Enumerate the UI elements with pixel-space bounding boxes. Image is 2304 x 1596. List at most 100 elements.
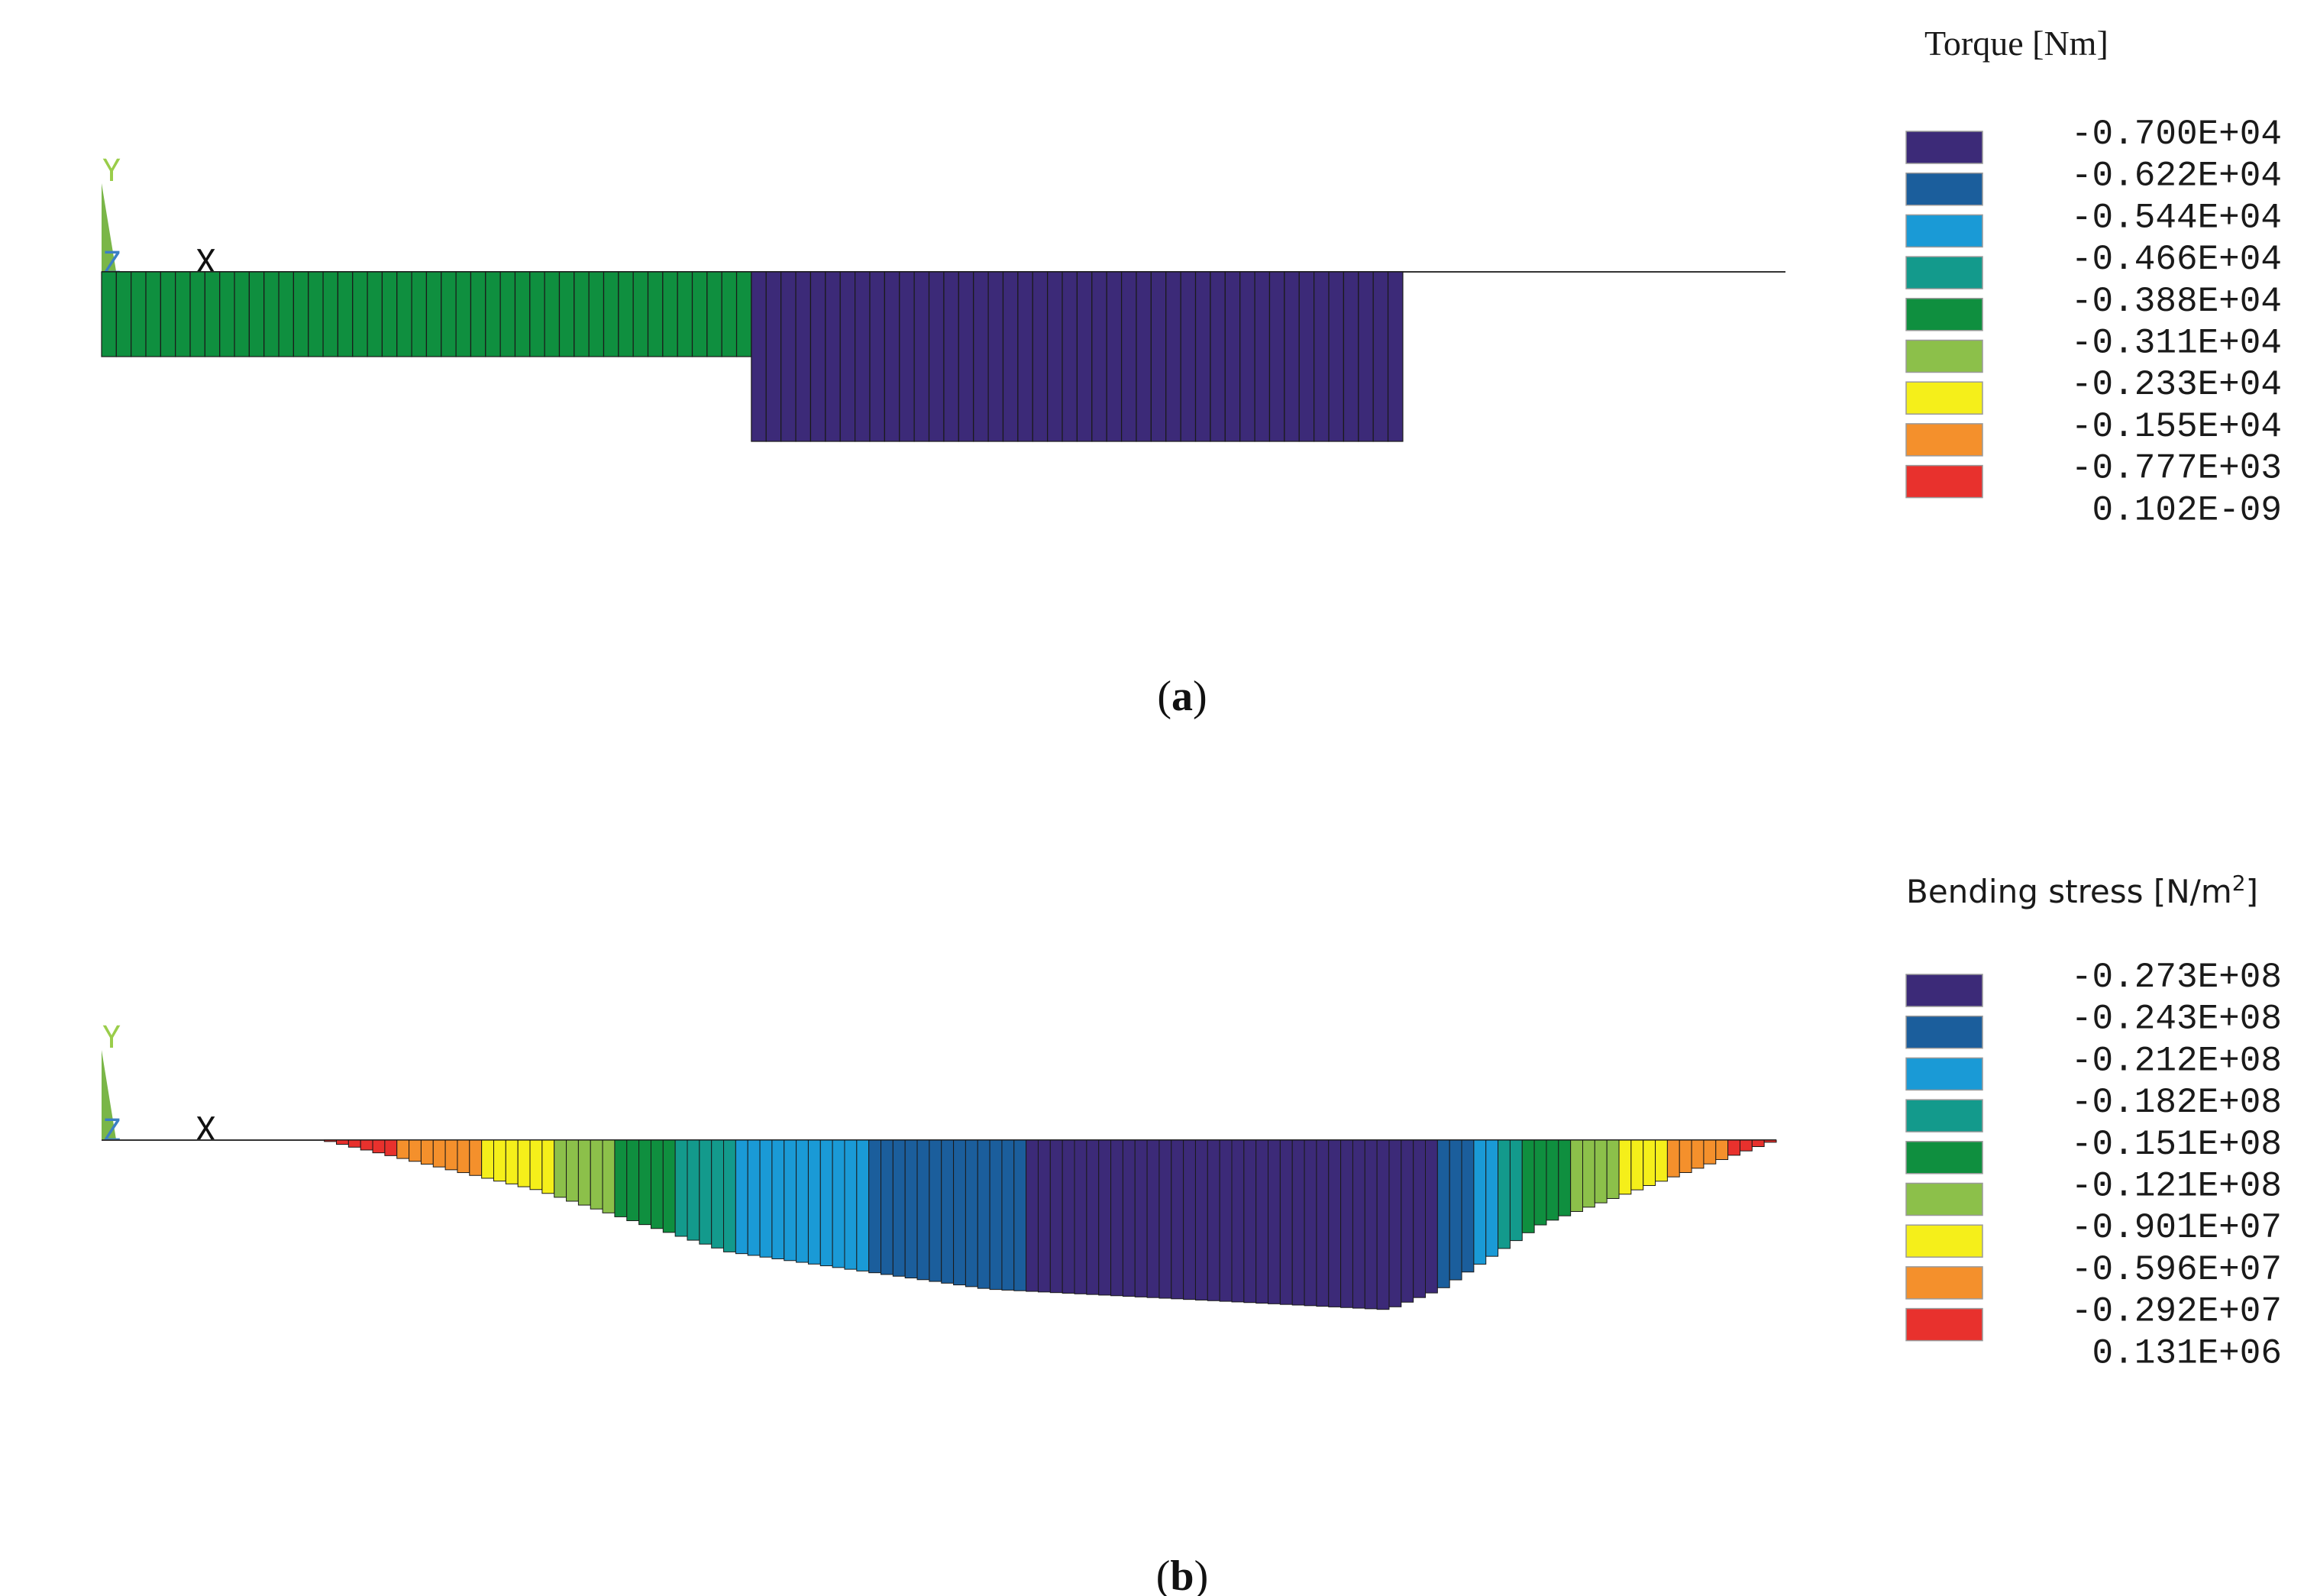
legend-b: Bending stress [N/m2] -0.273E+08-0.243E+…: [1905, 871, 2282, 1373]
legend-value: -0.544E+04: [2071, 198, 2282, 237]
torque-bar: [958, 271, 974, 442]
torque-bar: [189, 271, 205, 357]
coordinate-triad-b: Y Z X: [102, 1020, 216, 1149]
legend-swatch: [1905, 1224, 1983, 1258]
stress-bar: [856, 1139, 870, 1271]
stress-bar: [1594, 1139, 1608, 1203]
stress-bar: [1691, 1139, 1705, 1169]
legend-value: -0.292E+07: [2071, 1292, 2282, 1332]
legend-value: -0.243E+08: [2071, 1000, 2282, 1039]
torque-bar: [913, 271, 930, 442]
stress-bar: [444, 1139, 458, 1171]
torque-bar: [485, 271, 501, 357]
torque-bar: [1254, 271, 1271, 442]
y-axis-arrow-a: [102, 183, 116, 271]
stress-bar: [1194, 1139, 1208, 1300]
torque-bar: [1210, 271, 1226, 442]
coordinate-triad-a: Y Z X: [102, 153, 216, 282]
stress-bar: [614, 1139, 628, 1217]
stress-bar: [1134, 1139, 1148, 1297]
legend-swatch: [1905, 1057, 1983, 1091]
legend-swatch: [1905, 131, 1983, 164]
stress-bar: [904, 1139, 918, 1278]
stress-bar: [1509, 1139, 1523, 1242]
legend-value: 0.102E-09: [2092, 490, 2282, 530]
stress-bar: [420, 1139, 434, 1165]
stress-bar: [493, 1139, 506, 1182]
legend-swatch: [1905, 214, 1983, 248]
stress-bar: [1643, 1139, 1656, 1186]
legend-value: -0.151E+08: [2071, 1125, 2282, 1165]
stress-bar: [1606, 1139, 1620, 1199]
stress-bar: [1715, 1139, 1729, 1160]
legend-values-b: -0.273E+08-0.243E+08-0.212E+08-0.182E+08…: [2071, 958, 2282, 1373]
stress-bar: [602, 1139, 616, 1213]
stress-bar: [687, 1139, 700, 1241]
stress-bar: [844, 1139, 858, 1270]
stress-bar: [517, 1139, 531, 1187]
torque-bar: [987, 271, 1004, 442]
stress-bar: [1679, 1139, 1692, 1173]
stress-bar: [590, 1139, 603, 1210]
stress-bar: [1666, 1139, 1680, 1178]
stress-bar: [1436, 1139, 1450, 1288]
torque-bar: [544, 271, 561, 357]
stress-bar: [1291, 1139, 1305, 1306]
torque-bar: [1017, 271, 1033, 442]
stress-bar: [1727, 1139, 1740, 1156]
torque-bar: [1268, 271, 1285, 442]
stress-bar: [1328, 1139, 1342, 1307]
stress-bar: [1388, 1139, 1402, 1307]
stress-bar: [711, 1139, 725, 1249]
stress-bar: [384, 1139, 398, 1156]
torque-bar: [1165, 271, 1181, 442]
torque-bar: [1150, 271, 1167, 442]
legend-swatch: [1905, 464, 1983, 499]
torque-bar: [101, 271, 117, 357]
stress-bar: [1183, 1139, 1196, 1300]
torque-bar: [943, 271, 959, 442]
legend-value: -0.155E+04: [2071, 407, 2282, 447]
stress-bar: [1473, 1139, 1487, 1265]
stress-bar: [1171, 1139, 1184, 1300]
torque-bar: [662, 271, 678, 357]
torque-bar: [529, 271, 545, 357]
stress-bar: [626, 1139, 640, 1222]
torque-bar: [1091, 271, 1107, 442]
stress-bar: [1546, 1139, 1559, 1221]
torque-bar: [735, 271, 752, 357]
torque-bar: [795, 271, 812, 442]
stress-bar: [1074, 1139, 1087, 1294]
panel-letter-b: b: [1170, 1552, 1194, 1596]
legend-title-b-sup: 2: [2232, 871, 2246, 896]
torque-bar: [1387, 271, 1404, 442]
legend-value: -0.388E+04: [2071, 282, 2282, 321]
legend-swatch: [1905, 1099, 1983, 1132]
stress-bar: [1461, 1139, 1475, 1273]
torque-bars: [101, 271, 1404, 442]
torque-bar: [175, 271, 191, 357]
stress-bar: [1763, 1139, 1777, 1143]
stress-bar: [650, 1139, 664, 1229]
torque-bar: [1358, 271, 1374, 442]
stress-bar: [1751, 1139, 1765, 1147]
stress-bar: [1376, 1139, 1390, 1310]
panel-b: Y Z X Bending stress [N/m2] -0.273E+08-0…: [102, 871, 2282, 1596]
torque-bar: [603, 271, 619, 357]
legend-value: -0.311E+04: [2071, 324, 2282, 363]
torque-bar: [248, 271, 265, 357]
legend-value: -0.777E+03: [2071, 449, 2282, 489]
torque-bar: [1136, 271, 1152, 442]
torque-bar: [160, 271, 176, 357]
torque-bar: [411, 271, 428, 357]
torque-bar: [677, 271, 693, 357]
legend-value: -0.901E+07: [2071, 1208, 2282, 1248]
torque-bar: [455, 271, 472, 357]
torque-bar: [115, 271, 132, 357]
stress-bar: [1316, 1139, 1330, 1307]
stress-bar: [1630, 1139, 1644, 1191]
torque-bar: [263, 271, 280, 357]
torque-bar: [499, 271, 516, 357]
legend-swatches-a: [1905, 131, 1983, 499]
torque-bar: [1047, 271, 1063, 442]
